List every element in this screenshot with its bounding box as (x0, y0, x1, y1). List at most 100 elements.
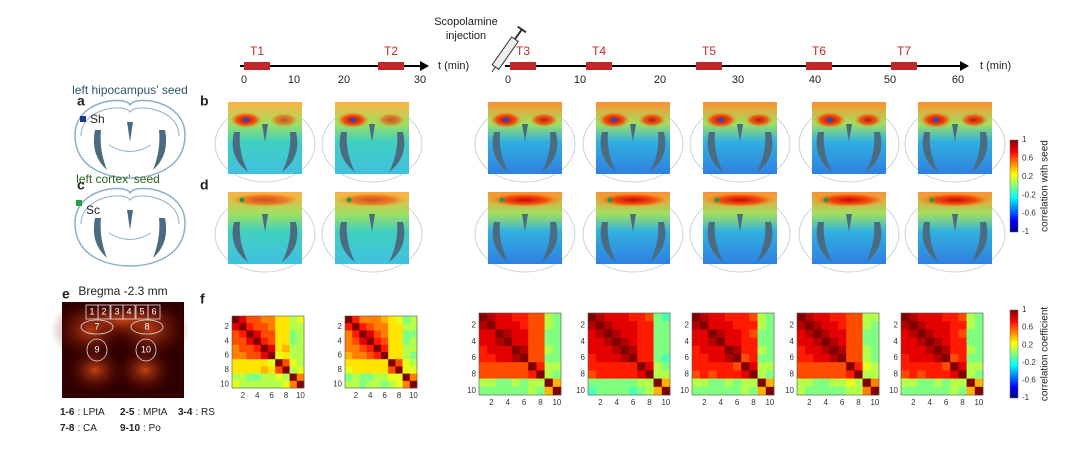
matrix-cell (724, 362, 734, 371)
matrix-cell (381, 380, 389, 389)
matrix-tick-label: 4 (823, 398, 828, 407)
colorbar-tick-label: 0.6 (1022, 323, 1034, 332)
matrix-cell (838, 329, 847, 338)
legend-key: 9-10 (120, 423, 140, 434)
matrix-cell (692, 345, 701, 355)
content: a b c d e f 0 10 20 30 t (min) T1 T2 0 10 20 30 40 50 60 t (… (50, 16, 1051, 434)
matrix-cell (239, 337, 247, 346)
matrix-tick-label: 8 (790, 370, 795, 379)
matrix-cell (388, 316, 396, 324)
matrix-cell (409, 330, 418, 338)
matrix-cell (901, 362, 910, 371)
atlas-region (130, 319, 164, 335)
matrix-cell (511, 362, 521, 371)
matrix-cell (395, 337, 403, 346)
matrix-cell (700, 321, 709, 330)
matrix-cell (253, 373, 262, 382)
matrix-cell (260, 373, 269, 382)
matrix-cell (282, 316, 290, 324)
matrix-cell (645, 313, 654, 322)
matrix-cell (838, 337, 847, 347)
matrix-cell (765, 313, 775, 322)
seed-map (474, 192, 576, 273)
colorbar-label: correlation with seed (1040, 140, 1051, 232)
matrix-cell (536, 345, 545, 355)
matrix-cell (765, 337, 775, 347)
matrix-cell (692, 321, 701, 330)
matrix-cell (544, 337, 554, 347)
matrix-cell (479, 378, 488, 388)
matrix-tick-label: 8 (284, 391, 289, 400)
matrix-cell (749, 313, 758, 322)
matrix-cell (966, 329, 976, 338)
matrix-cell (637, 386, 646, 396)
matrix-cell (854, 354, 863, 363)
matrix-cell (620, 362, 630, 371)
matrix-cell (520, 354, 529, 363)
matrix-cell (661, 345, 671, 355)
map-hotspot (745, 113, 773, 127)
matrix-cell (352, 323, 360, 331)
matrix-tick-label: 4 (255, 391, 260, 400)
matrix-cell (366, 380, 375, 389)
matrix-cell (359, 344, 367, 353)
matrix-cell (232, 352, 240, 360)
matrix-cell (487, 386, 496, 396)
matrix-cell (933, 370, 943, 379)
matrix-cell (289, 323, 298, 331)
matrix-cell (805, 321, 814, 330)
matrix-cell (950, 345, 959, 355)
matrix-cell (503, 345, 513, 355)
matrix-cell (661, 313, 671, 322)
matrix-cell (612, 370, 622, 379)
matrix-tick-label: 6 (269, 391, 274, 400)
matrix-cell (352, 373, 360, 382)
map-hotspot (229, 193, 301, 207)
ventricle (492, 132, 508, 172)
map-hotspot (813, 193, 885, 207)
matrix-cell (846, 321, 855, 330)
atlas-region (97, 304, 111, 320)
matrix-cell (604, 378, 613, 388)
matrix-tick-label: 10 (889, 386, 898, 395)
matrix-cell (503, 329, 513, 338)
matrix-cell (741, 386, 750, 396)
matrix-cell (239, 366, 247, 374)
map-hotspot (638, 113, 666, 127)
matrix-tick-label: 10 (680, 386, 689, 395)
matrix-cell (352, 330, 360, 338)
matrix-cell (296, 373, 305, 382)
matrix-cell (345, 366, 353, 374)
matrix-cell (296, 344, 305, 353)
matrix-cell (612, 337, 622, 347)
matrix-tick-label: 8 (538, 398, 543, 407)
time-tick-label: 30 (414, 74, 426, 86)
matrix-cell (588, 386, 597, 396)
matrix-cell (901, 321, 910, 330)
legend-name: : CA (77, 423, 97, 434)
matrix-cell (942, 337, 951, 347)
matrix-frame (587, 312, 671, 396)
matrix-cell (870, 386, 880, 396)
matrix-cell (253, 380, 262, 389)
matrix-cell (933, 345, 943, 355)
matrix-cell (352, 316, 360, 324)
matrix-cell (653, 321, 663, 330)
matrix-cell (958, 337, 967, 347)
matrix-cell (846, 354, 855, 363)
epoch-label: T4 (592, 44, 606, 58)
matrix-cell (909, 386, 918, 396)
matrix-cell (268, 352, 276, 360)
matrix-cell (588, 337, 597, 347)
matrix-cell (373, 352, 382, 360)
matrix-cell (741, 313, 750, 322)
matrix-cell (479, 337, 488, 347)
matrix-cell (862, 370, 872, 379)
matrix-cell (495, 313, 504, 322)
matrix-cell (620, 370, 630, 379)
matrix-cell (733, 329, 742, 338)
matrix-cell (296, 316, 305, 324)
colorbar-tick-label: 0.6 (1022, 154, 1034, 163)
matrix-cell (503, 321, 513, 330)
matrix-cell (239, 323, 247, 331)
